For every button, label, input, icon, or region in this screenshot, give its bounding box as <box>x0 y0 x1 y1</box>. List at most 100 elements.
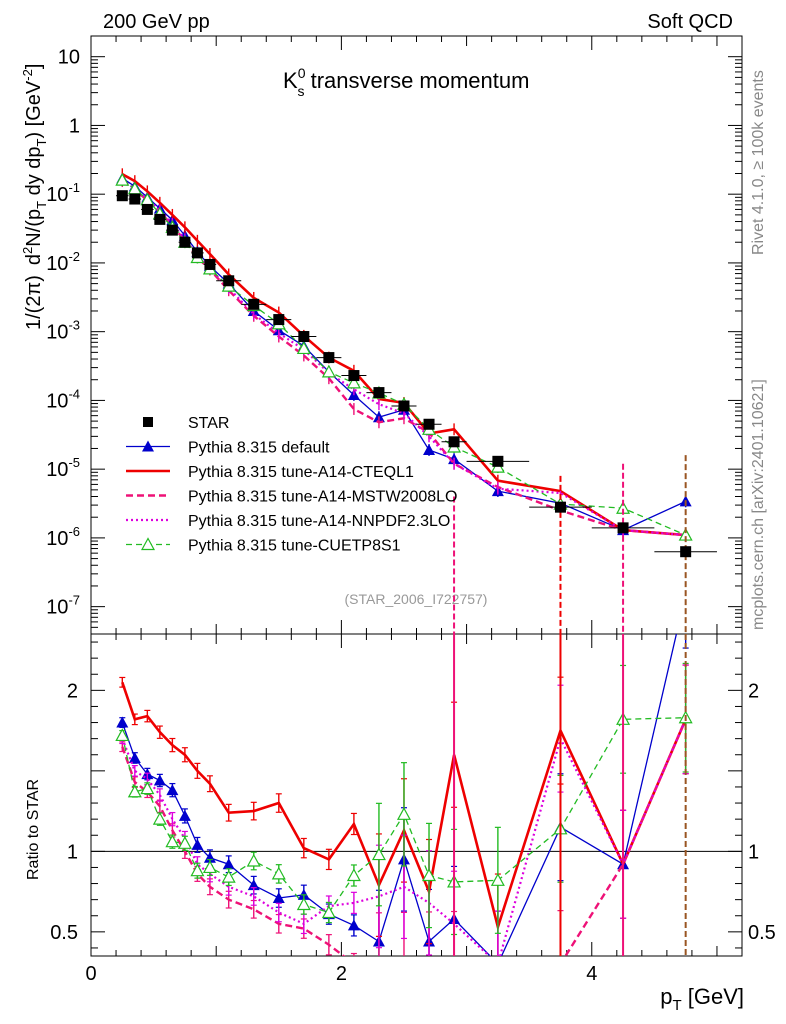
y-tick-label: 10-5 <box>46 455 80 481</box>
header-left: 200 GeV pp <box>103 11 210 33</box>
data-point <box>191 247 203 259</box>
axis-ticks: 0 2 4 10 1 10-1 10-2 10-3 10-4 10-5 10-6 10-7 0.5 0.5… <box>46 35 776 985</box>
y-tick-label: 1 <box>69 115 80 137</box>
series-marker <box>202 860 217 874</box>
data-point <box>348 370 360 382</box>
legend-label: STAR <box>188 415 229 432</box>
ratio-tick-label: 1 <box>67 841 78 863</box>
series-marker <box>142 440 154 452</box>
y-tick-label: 10 <box>58 47 80 69</box>
series-marker <box>347 919 360 931</box>
ratio-line-a14cteq <box>121 681 687 932</box>
data-point <box>179 236 191 248</box>
series-marker <box>423 443 436 455</box>
legend-label: Pythia 8.315 default <box>188 440 330 457</box>
ratio-line-mstw <box>121 718 687 956</box>
ratio-tick-label: 0.5 <box>50 922 78 944</box>
legend: STAR Pythia 8.315 default Pythia 8.315 tun… <box>126 415 457 555</box>
ratio-line-cuetp8 <box>121 717 686 914</box>
series-marker <box>271 866 286 880</box>
series-line-cuetp8 <box>121 179 686 536</box>
ratio-y-axis-label: Ratio to STAR <box>25 779 42 880</box>
series-marker <box>190 863 205 877</box>
header-right: Soft QCD <box>647 11 733 33</box>
ratio-tick-label-right: 2 <box>748 680 759 702</box>
data-point <box>680 546 692 558</box>
ratio-tick-label-right: 1 <box>748 841 759 863</box>
ratio-tick-label-right: 0.5 <box>748 922 776 944</box>
series-marker <box>422 868 437 882</box>
data-point <box>204 258 216 270</box>
main-panel <box>115 168 717 634</box>
series-line-nnpdf <box>121 179 686 537</box>
analysis-label: (STAR_2006_I722757) <box>345 591 488 607</box>
y-axis-label: 1/(2π)d2N/(pT dy dpT) [GeV-2] <box>20 64 49 330</box>
series-marker <box>153 774 166 786</box>
series-marker <box>140 781 155 795</box>
x-tick-label: 2 <box>336 963 347 985</box>
mcplots-label: mcplots.cern.ch [arXiv:2401.10621] <box>750 379 767 630</box>
data-point <box>248 298 260 310</box>
x-tick-label: 0 <box>85 963 96 985</box>
data-point <box>223 275 235 287</box>
data-point <box>141 203 153 215</box>
legend-label: Pythia 8.315 tune-A14-CTEQL1 <box>188 464 414 481</box>
series-marker <box>222 858 235 870</box>
series-line-mstw <box>121 180 686 537</box>
data-point <box>373 387 385 399</box>
x-axis-label: pT [GeV] <box>660 984 744 1014</box>
series-marker <box>177 836 192 849</box>
data-point <box>273 314 285 326</box>
legend-label: Pythia 8.315 tune-A14-NNPDF2.3LO <box>188 513 450 530</box>
ratio-panel <box>91 634 742 969</box>
chart-title: K0 s transverse momentum <box>283 65 529 99</box>
series-marker <box>296 897 311 911</box>
series-marker <box>191 838 204 850</box>
legend-marker-data <box>143 417 153 427</box>
series-marker <box>346 375 361 389</box>
data-point <box>116 190 128 202</box>
series-marker <box>246 853 261 867</box>
legend-label: Pythia 8.315 tune-CUETP8S1 <box>188 538 401 555</box>
data-point <box>617 522 629 534</box>
series-marker <box>178 809 191 821</box>
series-marker <box>116 716 129 728</box>
series-marker <box>272 892 285 904</box>
series-marker <box>321 364 336 378</box>
ratio-tick-label: 2 <box>67 680 78 702</box>
y-tick-label: 10-7 <box>46 593 80 619</box>
series-marker <box>221 869 236 883</box>
series-marker <box>371 847 386 861</box>
data-point <box>129 193 141 205</box>
ratio-frame <box>90 633 743 957</box>
series-marker <box>296 341 311 355</box>
series-marker <box>490 873 505 886</box>
series-marker <box>492 958 504 969</box>
rivet-label: Rivet 4.1.0, ≥ 100k events <box>750 70 767 255</box>
data-point <box>323 352 335 364</box>
y-tick-label: 10-6 <box>46 524 80 550</box>
series-marker <box>140 537 156 551</box>
series-marker <box>152 811 167 825</box>
y-tick-label: 10-2 <box>46 249 80 275</box>
data-point <box>492 455 504 467</box>
series-marker <box>128 751 141 763</box>
legend-label: Pythia 8.315 tune-A14-MSTW2008LO <box>188 489 457 506</box>
series-marker <box>396 807 411 820</box>
y-tick-label: 10-3 <box>46 318 80 344</box>
x-tick-label: 4 <box>586 963 597 985</box>
y-tick-label: 10-4 <box>46 386 80 412</box>
data-point <box>154 213 166 225</box>
data-point <box>398 400 410 412</box>
series-marker <box>115 728 130 742</box>
series-marker <box>115 172 130 186</box>
series-marker <box>165 834 180 848</box>
series-marker <box>127 784 142 798</box>
data-point <box>166 224 178 236</box>
data-point <box>298 331 310 343</box>
data-point <box>448 436 460 448</box>
y-tick-label: 10-1 <box>46 180 80 206</box>
data-point <box>554 501 566 513</box>
ratio-line-default <box>121 634 678 956</box>
